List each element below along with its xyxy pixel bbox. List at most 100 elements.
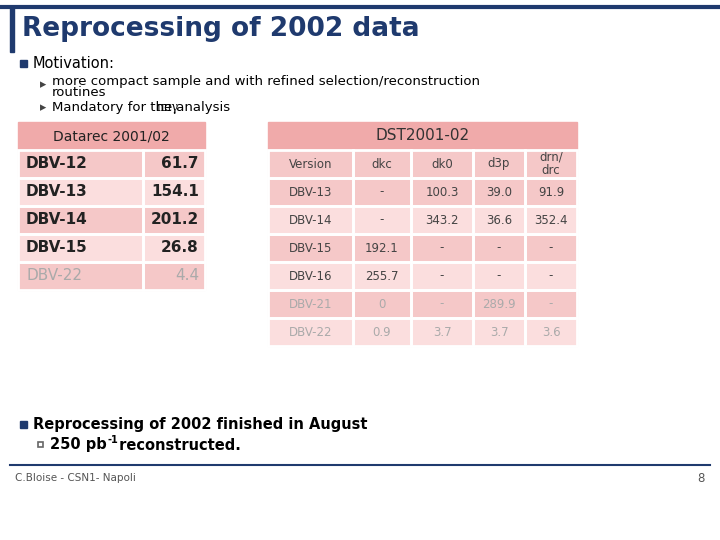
Bar xyxy=(18,178,143,206)
Bar xyxy=(268,234,577,262)
Text: -: - xyxy=(549,241,553,254)
Bar xyxy=(268,262,353,290)
Text: 352.4: 352.4 xyxy=(534,213,568,226)
Text: Mandatory for the: Mandatory for the xyxy=(52,102,176,114)
Text: DBV-21: DBV-21 xyxy=(289,298,332,310)
Bar xyxy=(473,150,525,178)
Text: -: - xyxy=(380,186,384,199)
Text: more compact sample and with refined selection/reconstruction: more compact sample and with refined sel… xyxy=(52,75,480,87)
Bar xyxy=(353,178,411,206)
Text: routines: routines xyxy=(52,85,107,98)
Bar xyxy=(411,206,473,234)
Text: DBV-13: DBV-13 xyxy=(26,185,88,199)
Text: ▸: ▸ xyxy=(40,102,46,114)
Text: DBV-14: DBV-14 xyxy=(289,213,332,226)
Text: DBV-22: DBV-22 xyxy=(289,326,332,339)
Bar xyxy=(353,290,411,318)
Text: 91.9: 91.9 xyxy=(538,186,564,199)
Bar xyxy=(18,262,205,290)
Bar xyxy=(268,150,577,178)
Bar xyxy=(18,150,205,178)
Text: DBV-15: DBV-15 xyxy=(289,241,332,254)
Bar xyxy=(525,262,577,290)
Bar xyxy=(525,290,577,318)
Bar xyxy=(18,262,143,290)
Text: 343.2: 343.2 xyxy=(426,213,459,226)
Bar xyxy=(525,150,577,178)
Bar xyxy=(473,318,525,346)
Text: -: - xyxy=(497,269,501,282)
Bar xyxy=(143,262,205,290)
Bar xyxy=(20,60,27,67)
Bar xyxy=(473,262,525,290)
Text: Motivation:: Motivation: xyxy=(33,57,115,71)
Text: -: - xyxy=(549,269,553,282)
Text: 0.9: 0.9 xyxy=(373,326,391,339)
Bar xyxy=(38,442,43,447)
Text: -: - xyxy=(497,241,501,254)
Bar xyxy=(268,178,353,206)
Bar xyxy=(268,262,577,290)
Bar xyxy=(18,178,205,206)
Bar xyxy=(411,318,473,346)
Text: 0: 0 xyxy=(378,298,386,310)
Bar xyxy=(353,318,411,346)
Text: DBV-12: DBV-12 xyxy=(26,157,88,172)
Text: DBV-22: DBV-22 xyxy=(26,268,82,284)
Bar xyxy=(473,234,525,262)
Text: Reprocessing of 2002 finished in August: Reprocessing of 2002 finished in August xyxy=(33,417,367,433)
Text: -: - xyxy=(549,298,553,310)
Text: 100.3: 100.3 xyxy=(426,186,459,199)
Bar xyxy=(143,206,205,234)
Bar xyxy=(268,318,353,346)
Text: -: - xyxy=(440,298,444,310)
Text: 61.7: 61.7 xyxy=(161,157,199,172)
Text: dkc: dkc xyxy=(372,158,392,171)
Bar xyxy=(18,206,205,234)
Text: ▸: ▸ xyxy=(40,78,46,91)
Text: dk0: dk0 xyxy=(431,158,453,171)
Text: 3.6: 3.6 xyxy=(541,326,560,339)
Text: 255.7: 255.7 xyxy=(365,269,399,282)
Bar xyxy=(268,206,353,234)
Bar xyxy=(18,122,205,150)
Bar xyxy=(143,150,205,178)
Bar xyxy=(473,206,525,234)
Text: 3.7: 3.7 xyxy=(490,326,508,339)
Text: 192.1: 192.1 xyxy=(365,241,399,254)
Bar xyxy=(268,290,353,318)
Text: ππγ: ππγ xyxy=(157,102,179,114)
Bar xyxy=(411,178,473,206)
Text: Version: Version xyxy=(289,158,332,171)
Text: 289.9: 289.9 xyxy=(482,298,516,310)
Bar xyxy=(268,150,353,178)
Text: 8: 8 xyxy=(698,471,705,484)
Bar xyxy=(18,206,143,234)
Bar xyxy=(525,178,577,206)
Bar xyxy=(20,421,27,428)
Text: 26.8: 26.8 xyxy=(161,240,199,255)
Bar xyxy=(411,290,473,318)
Text: -1: -1 xyxy=(108,435,119,445)
Text: DBV-15: DBV-15 xyxy=(26,240,88,255)
Text: DBV-13: DBV-13 xyxy=(289,186,332,199)
Bar xyxy=(353,262,411,290)
Bar xyxy=(143,178,205,206)
Text: Datarec 2001/02: Datarec 2001/02 xyxy=(53,129,170,143)
Bar xyxy=(473,290,525,318)
Bar xyxy=(353,234,411,262)
Text: -: - xyxy=(440,241,444,254)
Bar xyxy=(525,234,577,262)
Text: 154.1: 154.1 xyxy=(151,185,199,199)
Text: DBV-16: DBV-16 xyxy=(289,269,332,282)
Text: Reprocessing of 2002 data: Reprocessing of 2002 data xyxy=(22,16,420,42)
Text: reconstructed.: reconstructed. xyxy=(114,437,241,453)
Bar xyxy=(525,318,577,346)
Bar xyxy=(10,8,14,52)
Text: -: - xyxy=(440,269,444,282)
Text: 201.2: 201.2 xyxy=(150,213,199,227)
Text: 39.0: 39.0 xyxy=(486,186,512,199)
Text: -: - xyxy=(380,213,384,226)
Bar xyxy=(411,150,473,178)
Bar xyxy=(411,234,473,262)
